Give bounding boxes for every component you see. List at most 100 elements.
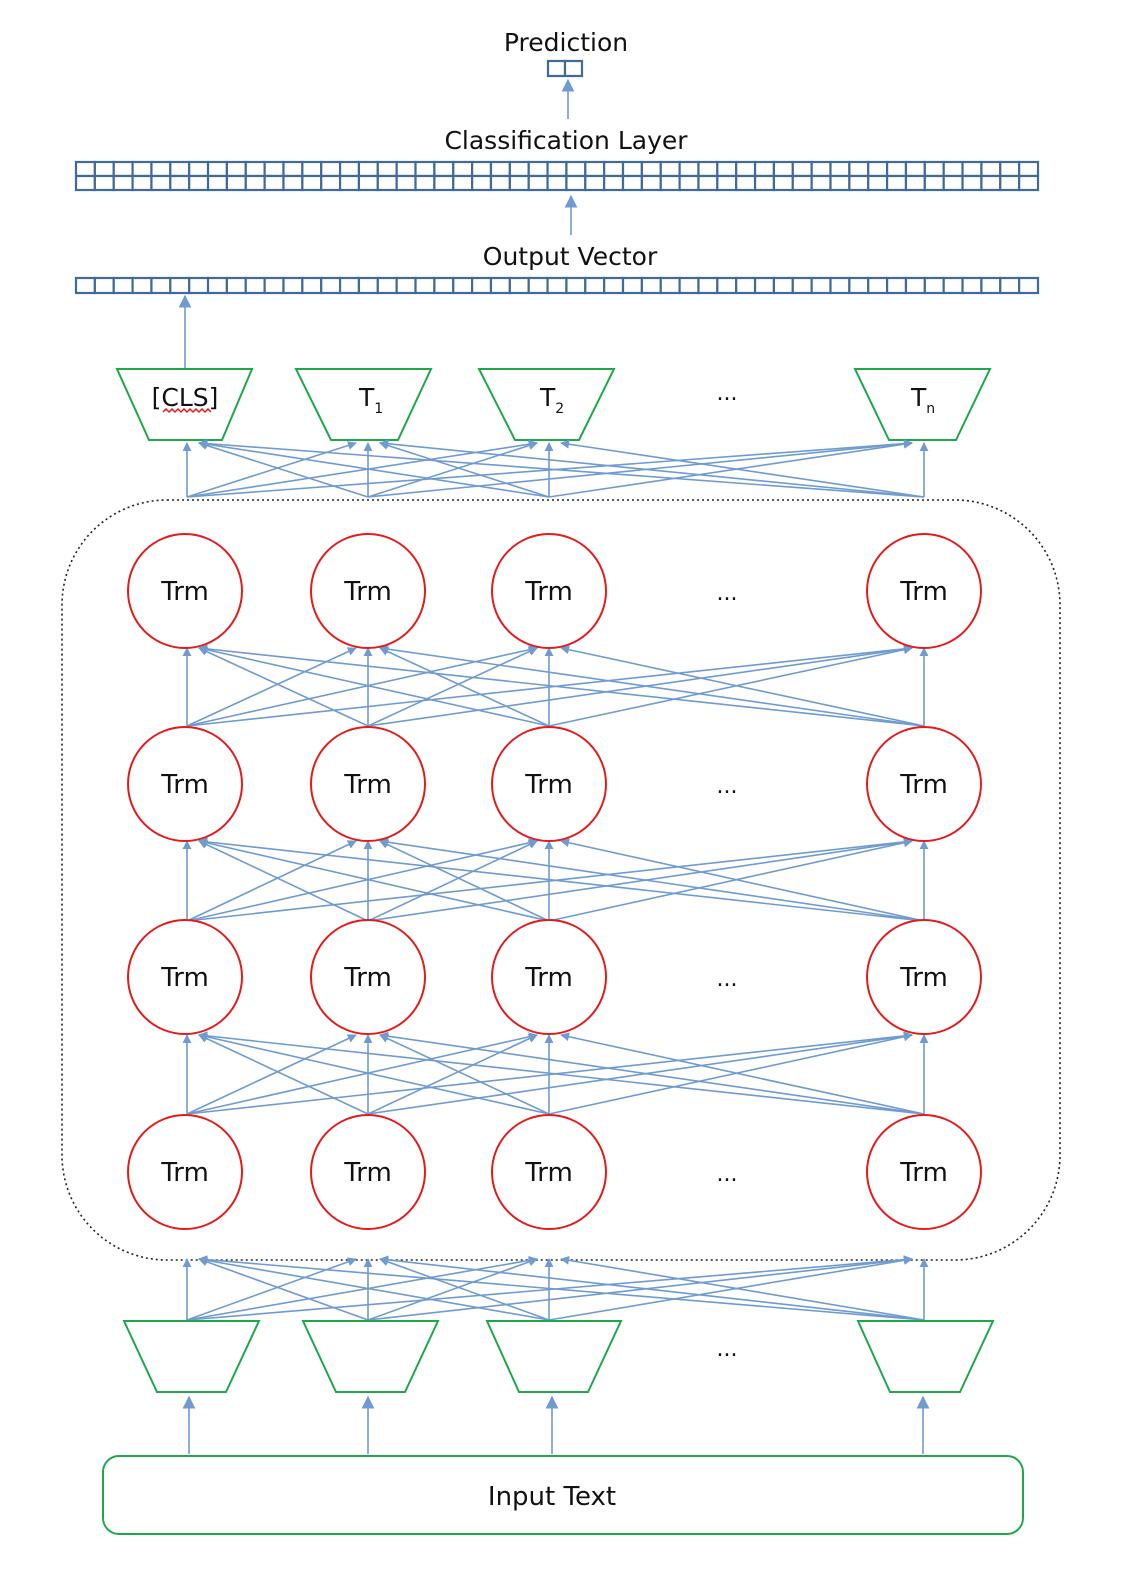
output-vector-cell	[263, 276, 285, 295]
connection-arrow	[379, 644, 925, 727]
classification-cell	[338, 160, 361, 178]
prediction-cell	[546, 59, 567, 78]
classification-cell	[716, 160, 738, 178]
transformer-block	[310, 1114, 426, 1230]
trm-ellipsis: ...	[717, 581, 738, 606]
classification-cell	[282, 174, 304, 192]
trm-label: Trm	[899, 1158, 948, 1188]
trm-label: Trm	[524, 963, 573, 993]
output-vector-cell	[244, 276, 266, 295]
output-vector-cell	[753, 276, 776, 295]
classification-cell	[999, 160, 1021, 178]
classification-cell	[829, 174, 851, 192]
classification-cell	[678, 160, 700, 178]
classification-cell	[320, 174, 342, 192]
connection-arrow	[367, 644, 913, 727]
classification-cell	[848, 160, 870, 178]
connection-arrow	[186, 1255, 538, 1321]
connection-arrow	[198, 838, 550, 922]
classification-cell	[150, 174, 172, 192]
connection-arrow	[198, 647, 369, 727]
classification-cell	[791, 174, 813, 192]
output-vector-cell	[923, 276, 945, 295]
t2-token-label: T2	[539, 383, 564, 417]
prediction-label: Prediction	[504, 28, 628, 57]
connection-arrow	[367, 439, 913, 498]
classification-cell	[640, 160, 662, 178]
connection-arrow	[367, 1034, 538, 1115]
output-vector-cell	[169, 276, 191, 295]
classification-cell	[433, 160, 455, 178]
classification-cell	[546, 160, 568, 178]
connection-arrow	[198, 1255, 925, 1321]
connection-arrow	[379, 647, 550, 727]
classification-cell	[74, 160, 96, 178]
trm-label: Trm	[343, 963, 392, 993]
classification-cell	[301, 160, 323, 178]
output-token-trapezoid	[294, 368, 433, 441]
connection-arrow	[560, 1032, 925, 1115]
trm-label: Trm	[160, 963, 209, 993]
transformer-block	[310, 533, 426, 649]
top-arrows	[178, 78, 578, 368]
classification-cell	[1018, 174, 1040, 192]
classification-cell	[961, 174, 983, 192]
classification-cell	[357, 160, 379, 178]
connection-arrow	[186, 647, 357, 727]
classification-cell	[867, 174, 889, 192]
transformer-block	[866, 919, 982, 1035]
input-text-label: Input Text	[488, 1482, 616, 1512]
input-embedding-trapezoid	[122, 1320, 261, 1393]
classification-cell	[471, 174, 493, 192]
output-vector-cell	[791, 276, 813, 295]
trm-label: Trm	[899, 577, 948, 607]
classification-cell	[980, 160, 1002, 178]
connection-arrow	[198, 645, 550, 727]
output-ellipsis: ...	[717, 381, 738, 406]
classification-cell	[338, 174, 361, 192]
trm-label: Trm	[160, 770, 209, 800]
t1-token-label: T1	[358, 383, 383, 417]
classification-cell	[829, 160, 851, 178]
classification-cell	[904, 160, 926, 178]
classification-cell	[584, 160, 606, 178]
classification-cell	[395, 174, 417, 192]
trm-label: Trm	[524, 577, 573, 607]
output-vector-cell	[584, 276, 606, 295]
trm-label: Trm	[343, 770, 392, 800]
trm-ellipsis: ...	[717, 1162, 738, 1187]
transformer-block	[310, 919, 426, 1035]
classification-cell	[225, 160, 247, 178]
output-token-trapezoids	[115, 368, 992, 441]
classification-cell	[395, 160, 417, 178]
classification-cell	[923, 174, 945, 192]
classification-cell	[584, 174, 606, 192]
output-vector-cell	[320, 276, 342, 295]
output-vector-cell	[188, 276, 210, 295]
classification-cell	[112, 174, 134, 192]
connection-arrow	[379, 1031, 925, 1115]
classification-cell	[546, 174, 568, 192]
connection-arrow	[186, 441, 357, 498]
classification-cell	[169, 160, 191, 178]
connection-arrow	[379, 441, 550, 498]
input-embedding-trapezoid	[301, 1320, 440, 1393]
classification-cell	[150, 160, 172, 178]
trm-label: Trm	[899, 770, 948, 800]
transformer-block	[866, 533, 982, 649]
classification-cell	[263, 160, 285, 178]
connection-arrow	[186, 840, 357, 922]
input-ellipsis: ...	[717, 1337, 738, 1362]
classification-cell	[452, 174, 474, 192]
classification-cell	[471, 160, 493, 178]
classification-cell	[452, 160, 474, 178]
trm-label: Trm	[343, 577, 392, 607]
classification-cell	[508, 160, 530, 178]
connection-arrow	[548, 1255, 913, 1321]
classification-cell	[753, 160, 776, 178]
connection-arrow	[198, 1257, 369, 1321]
classification-cell	[848, 174, 870, 192]
connection-arrow	[548, 439, 913, 498]
prediction-vector	[546, 59, 584, 78]
connection-arrow	[367, 1255, 913, 1321]
